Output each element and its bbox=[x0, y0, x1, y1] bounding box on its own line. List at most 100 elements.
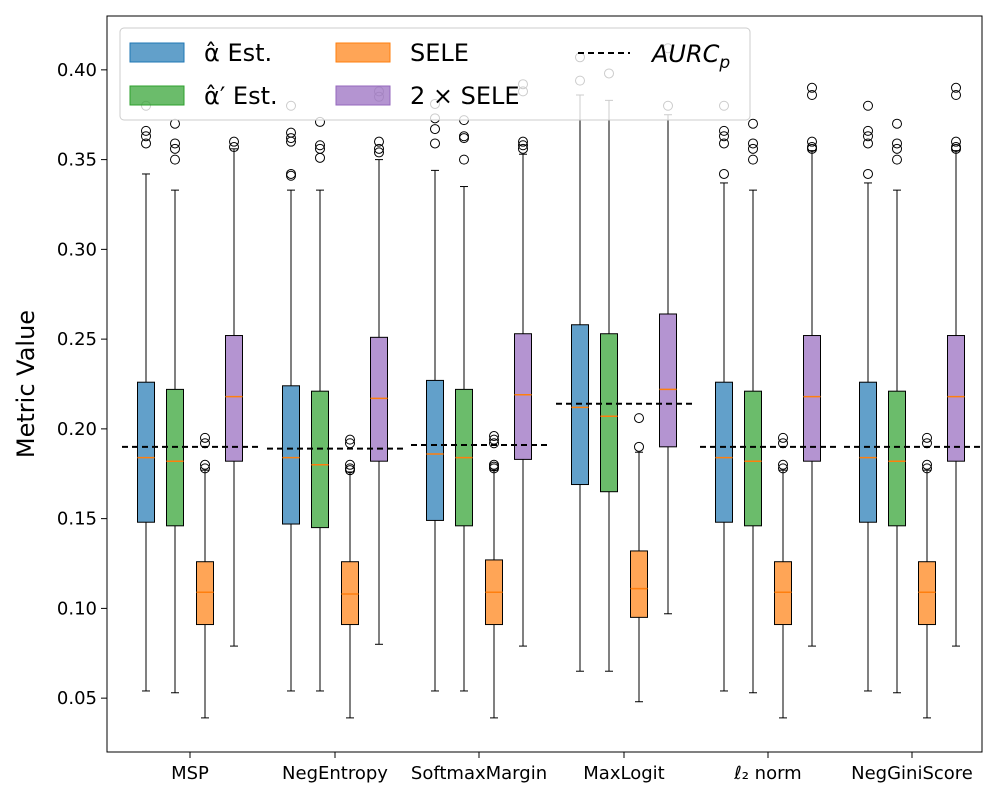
box-sele-5 bbox=[918, 432, 936, 719]
outlier-point bbox=[374, 147, 384, 158]
outlier-point bbox=[200, 463, 210, 474]
x-tick-label-5: NegGiniScore bbox=[851, 763, 973, 784]
outlier-point bbox=[748, 138, 758, 149]
outlier-point bbox=[200, 432, 210, 443]
box-sele-0 bbox=[196, 432, 214, 719]
outlier-point bbox=[518, 140, 528, 151]
outlier-point bbox=[141, 131, 151, 142]
outlier-point bbox=[459, 154, 469, 165]
outlier-point bbox=[778, 463, 788, 474]
outlier-point bbox=[807, 89, 817, 100]
outlier-point bbox=[141, 138, 151, 149]
box-iqr bbox=[859, 381, 877, 523]
outlier-point bbox=[489, 438, 499, 449]
box-alpha-0 bbox=[137, 100, 155, 692]
box-iqr bbox=[947, 335, 965, 462]
outlier-point bbox=[748, 118, 758, 129]
outlier-point bbox=[922, 459, 932, 470]
outlier-point bbox=[315, 152, 325, 163]
box-iqr bbox=[600, 333, 618, 493]
box-iqr bbox=[659, 313, 677, 448]
outlier-point bbox=[807, 136, 817, 147]
box-iqr bbox=[282, 385, 300, 525]
outlier-point bbox=[778, 459, 788, 470]
x-tick-label-0: MSP bbox=[171, 763, 209, 784]
outlier-point bbox=[229, 136, 239, 147]
outlier-point bbox=[892, 154, 902, 165]
box-sele-4 bbox=[774, 432, 792, 719]
box-iqr bbox=[803, 335, 821, 462]
outlier-point bbox=[748, 154, 758, 165]
plot-area bbox=[122, 43, 980, 719]
box-two_sele-1 bbox=[370, 86, 388, 645]
outlier-point bbox=[863, 131, 873, 142]
box-sele-2 bbox=[485, 431, 503, 719]
outlier-point bbox=[518, 143, 528, 154]
box-iqr bbox=[774, 561, 792, 626]
outlier-point bbox=[778, 432, 788, 443]
y-tick-label: 0.10 bbox=[57, 598, 97, 619]
legend-label-aurc: AURCp bbox=[650, 40, 730, 73]
outlier-point bbox=[489, 459, 499, 470]
axes-frame bbox=[106, 15, 983, 753]
outlier-point bbox=[200, 459, 210, 470]
box-iqr bbox=[630, 550, 648, 618]
y-tick-label: 0.20 bbox=[57, 419, 97, 440]
legend-swatch-two-sele bbox=[335, 85, 391, 106]
box-iqr bbox=[166, 388, 184, 527]
box-sele-3 bbox=[630, 413, 648, 703]
outlier-point bbox=[170, 143, 180, 154]
outlier-point bbox=[345, 459, 355, 470]
outlier-point bbox=[345, 463, 355, 474]
box-alpha_prime-2 bbox=[455, 115, 473, 692]
box-two_sele-4 bbox=[803, 82, 821, 647]
outlier-point bbox=[807, 142, 817, 153]
legend-label-two-sele: 2 × SELE bbox=[410, 82, 520, 110]
outlier-point bbox=[229, 142, 239, 153]
outlier-point bbox=[315, 140, 325, 151]
x-tick-label-4: ℓ₂ norm bbox=[733, 763, 801, 784]
legend-swatch-alpha bbox=[129, 42, 185, 63]
legend-label-aurc-sub: p bbox=[718, 53, 730, 73]
box-alpha-4 bbox=[715, 100, 733, 692]
outlier-point bbox=[748, 143, 758, 154]
outlier-point bbox=[430, 124, 440, 135]
box-iqr bbox=[888, 390, 906, 527]
outlier-point bbox=[863, 138, 873, 149]
outlier-point bbox=[863, 125, 873, 136]
legend-swatch-sele bbox=[335, 42, 391, 63]
outlier-point bbox=[374, 143, 384, 154]
outlier-point bbox=[286, 168, 296, 179]
x-tick-label-2: SoftmaxMargin bbox=[411, 763, 547, 784]
y-tick-label: 0.05 bbox=[57, 688, 97, 709]
outlier-point bbox=[892, 143, 902, 154]
legend-label-alpha: α̂ Est. bbox=[204, 39, 272, 67]
y-tick-label: 0.25 bbox=[57, 329, 97, 350]
outlier-point bbox=[951, 82, 961, 93]
box-iqr bbox=[370, 336, 388, 462]
outlier-point bbox=[345, 434, 355, 445]
outlier-point bbox=[951, 136, 961, 147]
box-alpha_prime-3 bbox=[600, 68, 618, 672]
box-iqr bbox=[744, 390, 762, 527]
box-alpha_prime-4 bbox=[744, 118, 762, 694]
outlier-point bbox=[863, 168, 873, 179]
outlier-point bbox=[951, 89, 961, 100]
box-iqr bbox=[514, 333, 532, 460]
outlier-point bbox=[374, 136, 384, 147]
outlier-point bbox=[863, 100, 873, 111]
outlier-point bbox=[170, 118, 180, 129]
legend-label-aurc-main: AURC bbox=[650, 40, 720, 68]
box-two_sele-5 bbox=[947, 82, 965, 647]
box-alpha-2 bbox=[426, 98, 444, 692]
outlier-point bbox=[922, 432, 932, 443]
box-alpha-3 bbox=[571, 52, 589, 672]
box-iqr bbox=[311, 390, 329, 529]
outlier-point bbox=[807, 82, 817, 93]
box-two_sele-3 bbox=[659, 43, 677, 615]
outlier-point bbox=[170, 154, 180, 165]
outlier-point bbox=[489, 431, 499, 442]
box-iqr bbox=[196, 561, 214, 626]
legend-frame bbox=[119, 27, 751, 121]
box-iqr bbox=[426, 379, 444, 521]
